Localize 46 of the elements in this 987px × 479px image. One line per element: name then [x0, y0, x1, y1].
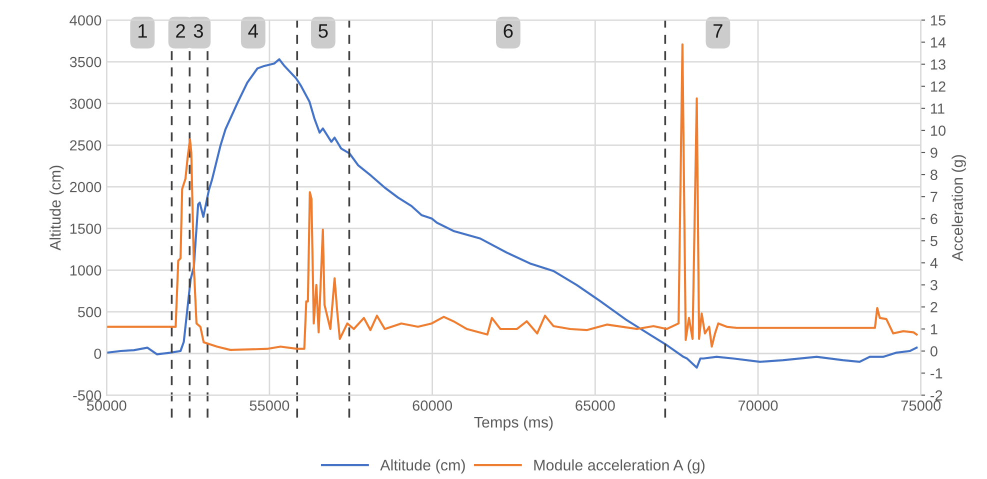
- y2-tick-label: 5: [930, 236, 938, 246]
- y-tick-label: 3000: [70, 98, 102, 109]
- y2-tick-label: 2: [930, 302, 938, 312]
- annotation: 5: [318, 24, 328, 38]
- y-tick-label: 4000: [70, 15, 102, 26]
- annotation: 6: [504, 24, 513, 38]
- y2-tick-label: 1: [931, 324, 938, 334]
- y2-tick-label: 14: [931, 37, 946, 48]
- y-tick-label: 500: [78, 306, 102, 318]
- legend-label: Module acceleration A (g): [534, 459, 704, 474]
- y-tick-label: 1000: [70, 265, 102, 276]
- y2-tick-label: 13: [931, 59, 946, 70]
- y2-tick-label: 11: [931, 104, 944, 114]
- y2-tick-label: 4: [930, 258, 938, 268]
- x-tick-label: 70000: [738, 400, 778, 411]
- y2-tick-label: 10: [931, 126, 946, 136]
- annotation: 7: [714, 24, 722, 38]
- y2-tick-label: -1: [930, 368, 942, 378]
- y2-tick-label: 7: [930, 192, 938, 202]
- x-tick-label: 75000: [901, 400, 941, 411]
- y2-tick-label: 0: [930, 346, 938, 356]
- x-tick-label: 65000: [576, 400, 615, 411]
- y-tick-label: -500: [73, 390, 102, 401]
- y-tick-label: 2000: [70, 182, 102, 192]
- x-axis-title: Temps (ms): [474, 416, 553, 431]
- annotation: 4: [248, 24, 258, 38]
- y-axis-title: Altitude (cm): [50, 166, 64, 250]
- y2-tick-label: 12: [931, 81, 946, 92]
- x-tick-label: 50000: [86, 400, 126, 411]
- y-tick-label: 3500: [70, 56, 102, 68]
- y2-tick-label: 6: [930, 214, 938, 224]
- y-tick-label: 2500: [70, 140, 102, 151]
- y2-tick-label: 3: [930, 280, 938, 290]
- x-tick-label: 55000: [250, 400, 290, 411]
- annotation: 1: [138, 24, 147, 38]
- y2-tick-label: 8: [930, 170, 938, 180]
- legend-label: Altitude (cm): [380, 459, 465, 474]
- annotation: 3: [194, 24, 203, 38]
- y2-tick-label: -2: [930, 390, 942, 400]
- y-tick-label: 0: [94, 348, 102, 359]
- annotation: 2: [176, 24, 185, 38]
- y-tick-label: 1500: [70, 224, 102, 234]
- x-tick-label: 60000: [412, 400, 452, 411]
- y2-tick-label: 9: [930, 148, 938, 158]
- y2-axis-title: Acceleration (g): [952, 155, 966, 262]
- y2-tick-label: 15: [931, 15, 946, 26]
